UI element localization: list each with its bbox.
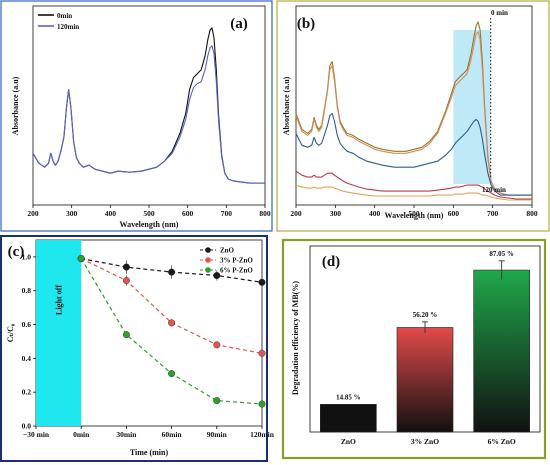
plot-c-x-label: Time (min) [130, 448, 169, 457]
plot-b-series-line-2 [295, 112, 532, 196]
panel-d-frame [281, 238, 547, 460]
plot-c-legend: ZnO 3% P-ZnO 6% P-ZnO [200, 247, 253, 275]
plot-c-series [77, 255, 266, 408]
panel-b: 200 300 400 500 600 700 800 0 min 120 min Wave… [276, 0, 550, 232]
plot-a-x-tick-label: 500 [143, 209, 155, 218]
plot-c-point [213, 272, 221, 280]
plot-b-series-line-3 [295, 170, 532, 200]
plot-b-x-tick-label: 400 [369, 209, 381, 218]
plot-c-light-off-label: Light off [55, 285, 64, 315]
legend-label-0min: 0min [57, 12, 72, 20]
legend-label-120min: 120min [57, 23, 79, 31]
plot-d-category-label: 6% ZnO [488, 437, 516, 446]
plot-b-series-line-1 [295, 31, 532, 196]
plot-a-x-tick-label: 400 [105, 209, 117, 218]
panel-a-frame [0, 0, 273, 232]
plot-c-point [258, 278, 266, 286]
panel-a: 200 300 400 500 600 700 800 Wavelength (nm) Ab… [0, 0, 273, 232]
plot-c-y-tick-label: 0.8 [22, 286, 32, 295]
plot-d-panel-label: (d) [322, 254, 340, 270]
plot-c-y-tick-label: 0.4 [22, 354, 32, 363]
plot-d-bars: 14.85 % 56.20 % 87.05 % [320, 250, 530, 433]
panel-d: 14.85 % 56.20 % 87.05 % ZnO 3% ZnO 6% ZnO De… [281, 238, 547, 460]
plot-d-bar [473, 269, 530, 433]
plot-d-bar [320, 404, 377, 433]
plot-b-x-tick-label: 800 [526, 209, 538, 218]
plot-b-y-label: Absorbance (a.u) [282, 76, 291, 135]
plot-b-series [295, 21, 532, 201]
plot-c-point [122, 263, 130, 271]
plot-b-annotation-120min: 120 min [482, 186, 506, 194]
plot-c-x-tick-label: 30min [116, 430, 137, 439]
plot-c-x-tick-label: 0min [73, 430, 90, 439]
plot-d-y-label: Degradation efficiency of MB(%) [291, 281, 300, 395]
plot-c-x-tick-label: 90min [207, 430, 228, 439]
plot-c-point [258, 349, 266, 357]
plot-a-x-tick-label: 600 [182, 209, 194, 218]
plot-c-panel-label: (c) [8, 244, 25, 260]
plot-c-point [168, 319, 176, 327]
plot-b-x-ticks: 200 300 400 500 600 700 800 [290, 205, 538, 218]
plot-a-legend: 0min 120min [38, 12, 79, 31]
plot-c-y-tick-label: 0.6 [22, 320, 32, 329]
plot-d-value-label: 56.20 % [413, 311, 438, 319]
plot-a-area [32, 5, 266, 206]
plot-d-x-ticks: ZnO 3% ZnO 6% ZnO [341, 437, 516, 446]
plot-d-value-label: 87.05 % [489, 250, 514, 258]
plot-c-point [213, 341, 221, 349]
plot-b-x-tick-label: 600 [448, 209, 460, 218]
plot-b-panel-label: (b) [297, 16, 315, 32]
plot-c-x-tick-label: 120min [250, 430, 275, 439]
legend-swatch-marker [205, 247, 211, 253]
plot-a-panel-label: (a) [230, 16, 248, 32]
plot-b-x-tick-label: 700 [487, 209, 499, 218]
plot-c-y-label: Cₜ/C₀ [6, 323, 15, 342]
plot-a-y-label: Absorbance (a.u) [11, 76, 20, 135]
plot-d-value-label: 14.85 % [336, 393, 361, 401]
legend-label: 6% P-ZnO [220, 267, 253, 275]
plot-c-point [122, 277, 130, 285]
plot-c-y-tick-label: 0.2 [22, 388, 32, 397]
panel-b-frame [276, 0, 550, 232]
panel-c-frame [0, 235, 268, 462]
plot-a-x-tick-label: 700 [221, 209, 233, 218]
plot-a-x-label: Wavelength (nm) [120, 220, 179, 229]
panel-c: Light off 0.0 0.2 0.4 0.6 0.8 1.0 −30 min 0min… [0, 235, 275, 462]
plot-c-y-ticks: 0.0 0.2 0.4 0.6 0.8 1.0 [22, 252, 36, 431]
plot-c-point [258, 400, 266, 408]
plot-a-series [32, 27, 265, 184]
plot-d-category-label: ZnO [341, 437, 356, 446]
plot-a-series-line-1 [32, 45, 265, 184]
plot-b-annotation-0min: 0 min [491, 9, 508, 17]
plot-c-point [77, 255, 85, 263]
plot-b-x-tick-label: 500 [408, 209, 420, 218]
plot-a-x-ticks: 200 300 400 500 600 700 800 [27, 205, 271, 218]
plot-c-x-tick-label: 60min [162, 430, 183, 439]
plot-c-point [213, 397, 221, 405]
plot-b-series-line-4 [295, 184, 532, 201]
plot-c-point [122, 331, 130, 339]
plot-c-x-ticks: −30 min 0min 30min 60min 90min 120min [23, 426, 275, 439]
legend-swatch-marker [205, 257, 211, 263]
plot-d-bar [396, 327, 454, 433]
plot-c-point [168, 370, 176, 378]
legend-label: 3% P-ZnO [220, 257, 253, 265]
plot-b-x-tick-label: 200 [290, 209, 302, 218]
plot-c-point [168, 268, 176, 276]
plot-d-category-label: 3% ZnO [411, 437, 439, 446]
legend-label: ZnO [220, 247, 235, 255]
plot-a-x-tick-label: 200 [27, 209, 39, 218]
legend-swatch-marker [205, 267, 211, 273]
plot-a-x-tick-label: 800 [259, 209, 271, 218]
plot-c-y-tick-label: 0.0 [22, 422, 32, 431]
plot-b-x-label: Wavelength (nm) [385, 211, 444, 220]
plot-c-x-tick-label: −30 min [23, 430, 50, 439]
plot-a-x-tick-label: 300 [66, 209, 78, 218]
plot-b-area [295, 5, 533, 206]
plot-c-light-off-region [36, 240, 82, 426]
plot-b-x-tick-label: 300 [330, 209, 342, 218]
plot-c-y-tick-label: 1.0 [22, 252, 32, 261]
